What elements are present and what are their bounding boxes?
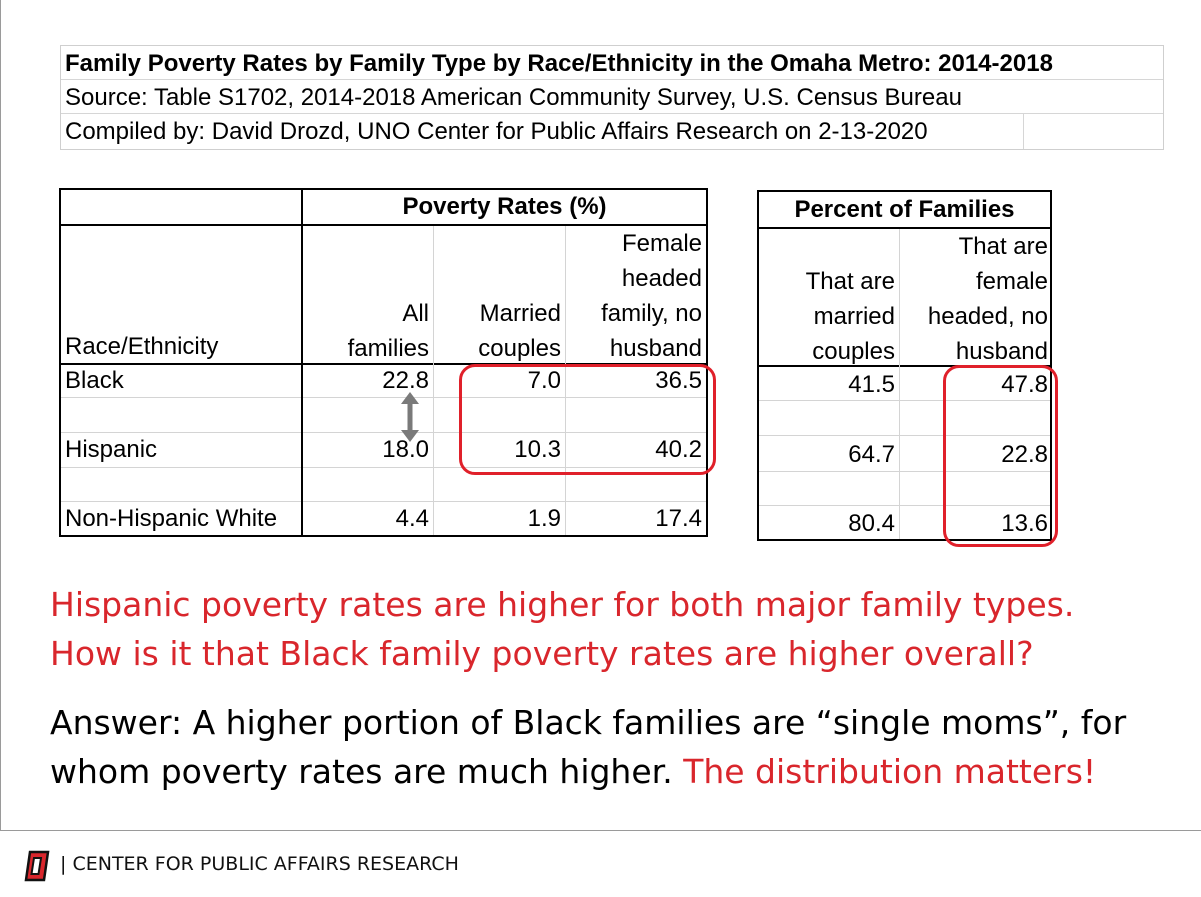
table-cell: 17.4	[655, 505, 702, 532]
race-label-hispanic: Hispanic	[65, 436, 158, 463]
highlight-oval	[943, 365, 1058, 547]
table-cell: 18.0	[382, 436, 429, 463]
race-label-black: Black	[65, 367, 124, 394]
column-header-divider	[759, 365, 1050, 367]
poverty-rates-table: Poverty Rates (%) Race/Ethnicity All fam…	[59, 188, 708, 537]
question-line-1: Hispanic poverty rates are higher for bo…	[50, 585, 1075, 624]
left-border	[0, 0, 1, 830]
title-block: Family Poverty Rates by Family Type by R…	[60, 45, 1164, 150]
row-divider	[759, 505, 1050, 506]
table-cell: 22.8	[1001, 441, 1048, 468]
married-couples-header: Married couples	[478, 300, 561, 362]
column-divider	[565, 226, 566, 535]
row-divider	[61, 432, 706, 433]
source-row: Source: Table S1702, 2014-2018 American …	[61, 80, 1163, 114]
poverty-group-header: Poverty Rates (%)	[402, 193, 607, 220]
table-cell: 10.3	[514, 436, 561, 463]
female-headed-share-header: That are female headed, no husband	[927, 233, 1048, 365]
table-cell: 47.8	[1001, 371, 1048, 398]
table-cell: 41.5	[848, 371, 895, 398]
table-cell: 40.2	[655, 436, 702, 463]
row-divider	[61, 397, 706, 398]
column-divider	[433, 226, 434, 535]
families-group-header: Percent of Families	[794, 196, 1015, 223]
header-divider	[759, 227, 1050, 229]
uno-o-logo-icon	[24, 850, 50, 882]
answer-line-2: whom poverty rates are much higher. The …	[50, 752, 1097, 791]
married-share-header: That are married couples	[805, 268, 895, 365]
compiled-row: Compiled by: David Drozd, UNO Center for…	[61, 114, 1163, 149]
all-families-header: All families	[347, 300, 429, 362]
table-cell: 7.0	[527, 367, 561, 394]
table-cell: 36.5	[655, 367, 702, 394]
double-arrow-icon	[401, 392, 419, 442]
source-note: Source: Table S1702, 2014-2018 American …	[65, 84, 962, 111]
row-divider	[61, 467, 706, 468]
percent-of-families-table: Percent of Families That are married cou…	[757, 190, 1052, 541]
female-headed-header: Female headed family, no husband	[601, 230, 702, 362]
table-title: Family Poverty Rates by Family Type by R…	[65, 50, 1053, 77]
cell-divider	[1023, 114, 1024, 149]
table-cell: 22.8	[382, 367, 429, 394]
row-divider	[759, 400, 1050, 401]
column-divider	[301, 190, 303, 535]
column-header-divider	[61, 363, 706, 365]
table-cell: 80.4	[848, 510, 895, 537]
table-cell: 4.4	[395, 505, 429, 532]
compiled-note: Compiled by: David Drozd, UNO Center for…	[65, 118, 928, 145]
column-divider	[899, 229, 900, 539]
title-row: Family Poverty Rates by Family Type by R…	[61, 46, 1163, 80]
race-ethnicity-header: Race/Ethnicity	[65, 333, 219, 360]
table-cell: 13.6	[1001, 510, 1048, 537]
question-line-2: How is it that Black family poverty rate…	[50, 634, 1034, 673]
header-divider	[61, 224, 706, 226]
row-divider	[759, 435, 1050, 436]
highlight-oval	[459, 364, 716, 475]
race-label-non-hispanic-white: Non-Hispanic White	[65, 505, 278, 532]
answer-line-1: Answer: A higher portion of Black famili…	[50, 703, 1127, 742]
footer-org-label: | CENTER FOR PUBLIC AFFAIRS RESEARCH	[60, 853, 459, 875]
table-cell: 64.7	[848, 441, 895, 468]
distribution-matters-text: The distribution matters!	[683, 752, 1097, 791]
row-divider	[759, 471, 1050, 472]
row-divider	[61, 501, 706, 502]
table-cell: 1.9	[527, 505, 561, 532]
footer-divider	[0, 830, 1201, 831]
